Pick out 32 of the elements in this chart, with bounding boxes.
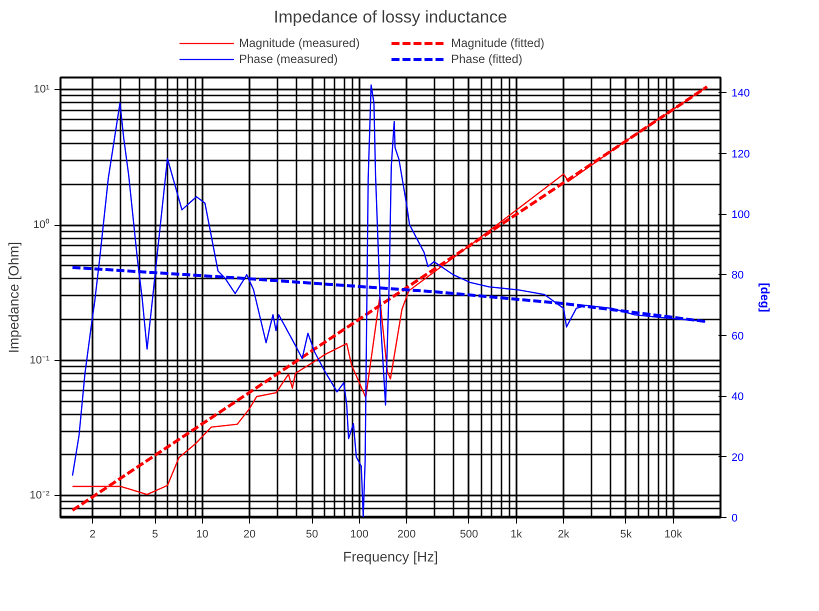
y-tick-label: 10⁻¹: [30, 354, 50, 366]
x-axis-title: Frequency [Hz]: [343, 548, 438, 564]
y2-tick-label: 40: [732, 391, 744, 404]
x-tick-label: 5k: [620, 528, 632, 540]
x-tick-label: 1k: [510, 528, 523, 540]
x-tick-label: 100: [350, 528, 368, 540]
y2-tick-label: 140: [732, 88, 750, 100]
x-tick-label: 50: [306, 528, 318, 540]
y2-tick-label: 20: [732, 452, 744, 464]
y-tick-label: 10⁰: [33, 218, 50, 232]
x-tick-label: 2: [89, 528, 96, 540]
legend-label: Magnitude (measured): [239, 36, 361, 50]
legend-label: Phase (fitted): [451, 52, 524, 66]
legend-label: Phase (measured): [239, 52, 339, 66]
y2-tick-label: 120: [732, 148, 750, 160]
legend-label: Magnitude (fitted): [451, 36, 546, 50]
x-tick-label: 10k: [664, 528, 683, 540]
x-tick-label: 2k: [558, 528, 570, 540]
x-tick-label: 5: [152, 528, 158, 540]
y2-tick-label: 0: [732, 512, 738, 524]
y2-tick-label: 100: [732, 209, 750, 222]
x-tick-label: 10: [196, 528, 208, 540]
y-tick-label: 10⁻²: [30, 490, 50, 502]
y2-axis-title: [deg]: [758, 282, 772, 312]
chart-title: Impedance of lossy inductance: [274, 8, 508, 26]
x-tick-label: 20: [243, 528, 256, 540]
y2-tick-label: 80: [732, 270, 744, 282]
y2-tick-label: 60: [732, 330, 744, 342]
y-axis-title: Impedance [Ohm]: [6, 242, 22, 354]
x-tick-label: 500: [460, 528, 478, 540]
x-tick-label: 200: [397, 528, 416, 540]
y-tick-label: 10¹: [34, 84, 50, 96]
